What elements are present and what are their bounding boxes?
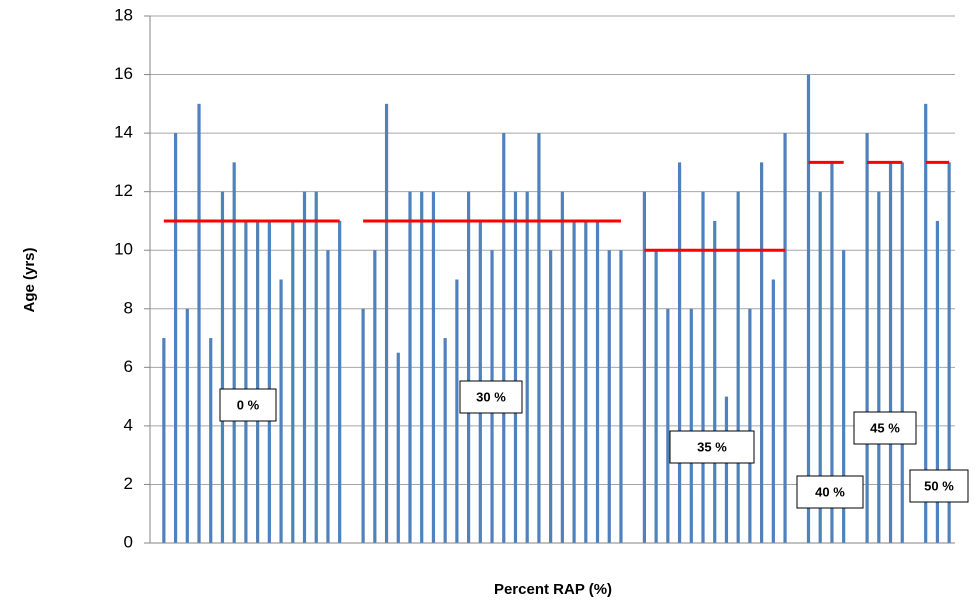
bar — [314, 191, 318, 543]
group-label-box: 40 % — [796, 475, 864, 509]
bar — [713, 220, 717, 543]
group-label-box: 50 % — [909, 469, 969, 503]
bar — [701, 191, 705, 543]
label-box — [853, 411, 917, 445]
group-label: 40 % — [815, 484, 845, 499]
bar — [689, 308, 693, 543]
y-tick-label: 2 — [124, 474, 133, 493]
y-axis-title: Age (yrs) — [21, 247, 38, 312]
bar — [185, 308, 189, 543]
bar — [584, 220, 588, 543]
bar — [197, 103, 201, 543]
group-label-box: 35 % — [669, 430, 755, 464]
group-label-box: 0 % — [219, 388, 277, 422]
bar — [830, 162, 834, 543]
bar — [525, 191, 529, 543]
group-label-box: 45 % — [853, 411, 917, 445]
bar — [818, 191, 822, 543]
bar — [865, 133, 869, 543]
bar — [560, 191, 564, 543]
bar — [326, 250, 330, 543]
y-tick-label: 6 — [124, 357, 133, 376]
bar — [443, 338, 447, 543]
bar — [162, 338, 166, 543]
group-label: 35 % — [697, 439, 727, 454]
bar — [431, 191, 436, 543]
bar — [408, 191, 412, 543]
y-tick-label: 18 — [114, 5, 133, 24]
bar — [384, 103, 389, 543]
bar — [291, 220, 295, 543]
group-label: 30 % — [476, 389, 506, 404]
bar — [771, 279, 775, 543]
bar — [783, 133, 787, 543]
label-box — [669, 430, 755, 464]
bar — [760, 162, 764, 543]
group-label-box: 30 % — [459, 380, 523, 414]
y-tick-label: 4 — [124, 415, 133, 434]
bar — [396, 352, 400, 543]
bar — [466, 191, 471, 543]
bar — [619, 250, 623, 543]
mean-line — [163, 160, 950, 252]
y-tick-label: 14 — [114, 123, 133, 142]
bar — [502, 133, 506, 543]
label-box — [796, 475, 864, 509]
bar — [935, 220, 940, 543]
group-label: 0 % — [237, 397, 260, 412]
bar — [736, 191, 740, 543]
bar — [677, 162, 682, 543]
y-tick-label: 8 — [124, 298, 133, 317]
bar — [361, 308, 365, 543]
bar — [642, 191, 647, 543]
bar — [373, 250, 377, 543]
bar — [724, 396, 729, 543]
bar — [256, 220, 260, 543]
bar — [173, 133, 178, 543]
label-box — [219, 388, 277, 422]
y-tick-label: 16 — [114, 64, 133, 83]
y-tick-label: 12 — [114, 181, 133, 200]
bar — [302, 191, 307, 543]
bar — [209, 338, 213, 543]
bar — [947, 162, 951, 543]
bar — [595, 220, 600, 543]
y-tick-label: 10 — [114, 240, 133, 259]
bar — [549, 250, 553, 543]
y-tick-label: 0 — [124, 532, 133, 551]
bar — [537, 133, 541, 543]
bar — [654, 250, 658, 543]
bar — [572, 220, 576, 543]
group-label: 45 % — [870, 420, 900, 435]
bar — [244, 220, 248, 543]
bar — [420, 191, 424, 543]
bar — [666, 308, 670, 543]
bar — [220, 191, 225, 543]
bar — [267, 220, 271, 543]
bar — [232, 162, 236, 543]
bar — [279, 279, 283, 543]
bar — [842, 250, 846, 543]
label-box — [459, 380, 523, 414]
label-box — [909, 469, 969, 503]
group-label: 50 % — [924, 478, 954, 493]
bar — [513, 191, 518, 543]
bar — [806, 74, 811, 544]
bar — [455, 279, 459, 543]
bar — [924, 103, 928, 543]
bar — [900, 162, 904, 543]
bar — [888, 162, 893, 543]
bar — [607, 250, 611, 543]
bar — [338, 220, 342, 543]
bar — [748, 308, 752, 543]
bar — [877, 191, 881, 543]
x-axis-title: Percent RAP (%) — [494, 581, 612, 598]
